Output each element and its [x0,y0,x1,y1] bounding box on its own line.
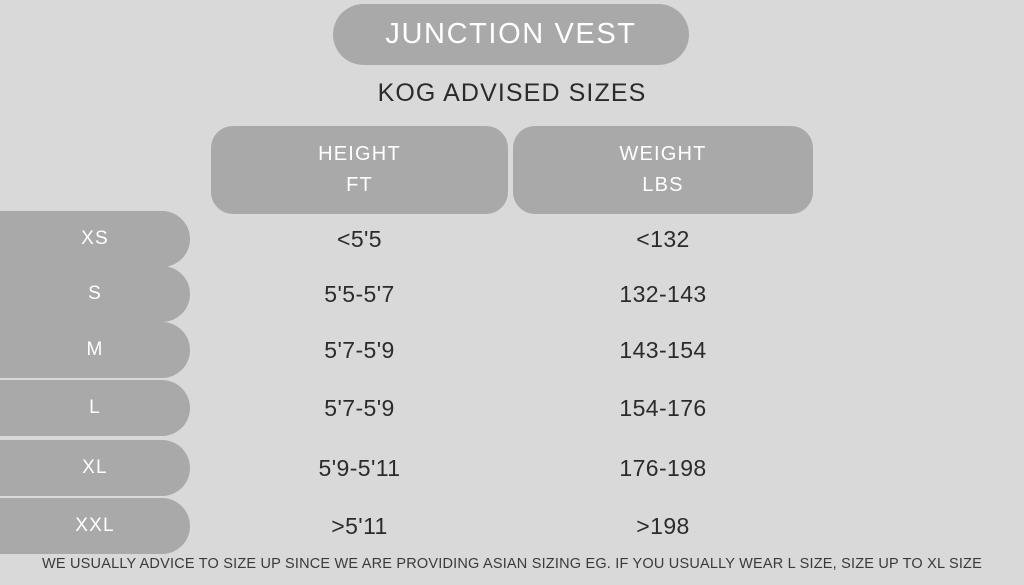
column-header-weight-unit: LBS [642,174,684,196]
size-label: S [88,283,102,304]
size-label: XS [81,228,109,249]
page-title: JUNCTION VEST [385,18,637,50]
column-header-height-unit: FT [346,174,373,196]
weight-value: 143-154 [619,336,707,363]
weight-value: 132-143 [619,280,707,307]
height-value: 5'9-5'11 [318,454,401,481]
size-pill: M [0,322,190,378]
size-pill: XXL [0,498,190,554]
height-value: 5'5-5'7 [324,280,395,307]
sizing-note: WE USUALLY ADVICE TO SIZE UP SINCE WE AR… [42,556,982,572]
height-value: <5'5 [336,225,382,252]
column-header-weight: WEIGHT LBS [513,126,813,214]
size-pill: L [0,380,190,436]
height-value: 5'7-5'9 [324,336,395,363]
size-pill: S [0,266,190,322]
size-label: M [86,339,104,360]
weight-value: 176-198 [619,454,707,481]
table-row: L 5'7-5'9 154-176 [0,380,1024,436]
table-row: XXL >5'11 >198 [0,498,1024,554]
weight-value: >198 [636,512,690,539]
height-value: 5'7-5'9 [324,394,395,421]
table-row: XL 5'9-5'11 176-198 [0,440,1024,496]
column-header-height-label: HEIGHT [318,143,401,165]
size-pill: XL [0,440,190,496]
table-row: M 5'7-5'9 143-154 [0,322,1024,378]
table-row: XS <5'5 <132 [0,211,1024,267]
table-row: S 5'5-5'7 132-143 [0,266,1024,322]
chart-subtitle: KOG ADVISED SIZES [377,79,647,107]
weight-value: 154-176 [619,394,707,421]
column-header-weight-label: WEIGHT [619,143,707,165]
title-pill: JUNCTION VEST [333,4,689,65]
size-label: L [89,397,101,418]
column-header-height: HEIGHT FT [211,126,508,214]
height-value: >5'11 [331,512,388,539]
size-pill: XS [0,211,190,267]
size-label: XXL [75,515,115,536]
weight-value: <132 [636,225,690,252]
size-label: XL [82,457,108,478]
